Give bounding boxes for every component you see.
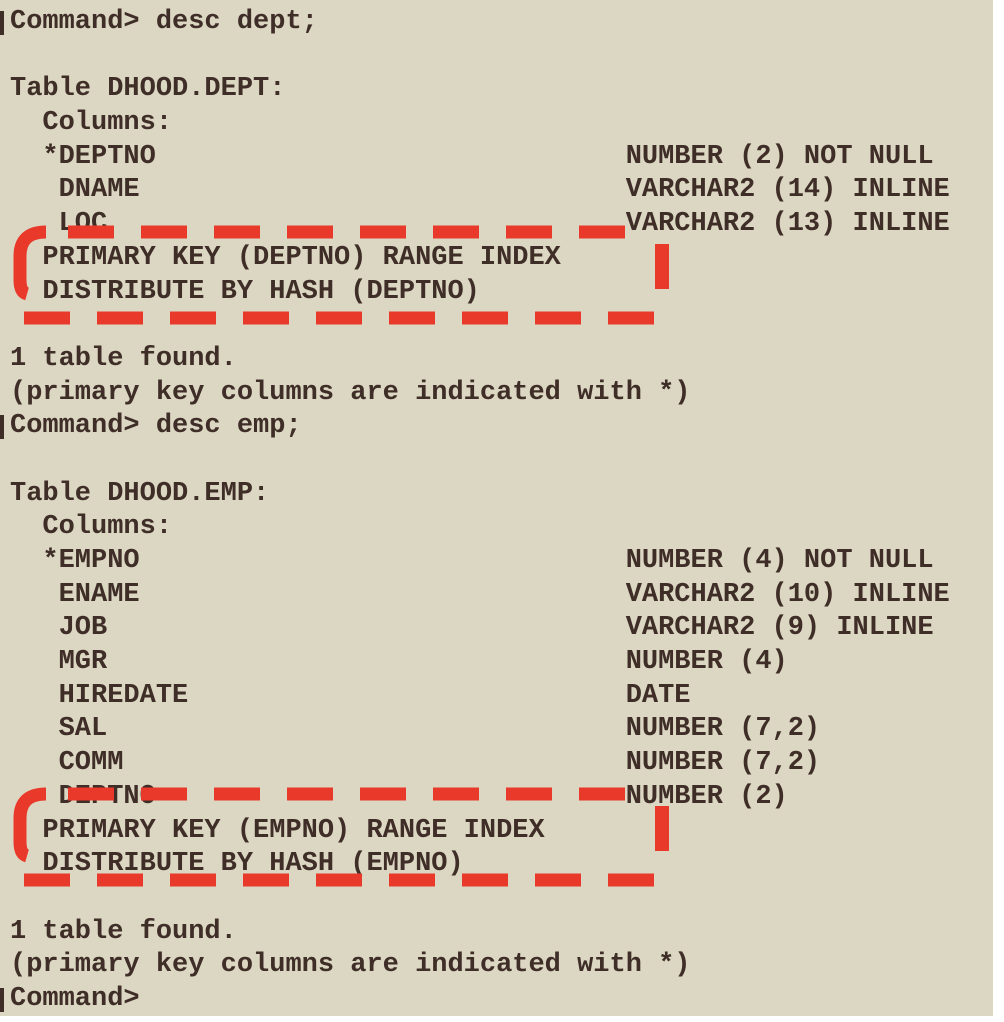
output-line bbox=[10, 444, 993, 478]
cropped-bracket-mark bbox=[0, 415, 4, 440]
output-line: *DEPTNO NUMBER (2) NOT NULL bbox=[10, 141, 934, 172]
prompt-line: Command> desc dept; bbox=[0, 6, 993, 40]
output-line: JOB VARCHAR2 (9) INLINE bbox=[10, 613, 934, 644]
output-line: (primary key columns are indicated with … bbox=[10, 950, 691, 981]
output-line: Columns: bbox=[10, 108, 173, 139]
output-line: (primary key columns are indicated with … bbox=[10, 377, 691, 408]
output-line: Table DHOOD.EMP: bbox=[10, 478, 270, 509]
output-line: DISTRIBUTE BY HASH (EMPNO) bbox=[10, 849, 464, 880]
prompt-line: Command> bbox=[0, 983, 993, 1017]
output-line: *EMPNO NUMBER (4) NOT NULL bbox=[10, 546, 934, 576]
prompt-line: Command> desc emp; bbox=[0, 410, 993, 444]
output-line: HIREDATE DATE bbox=[10, 680, 691, 711]
output-line: PRIMARY KEY (EMPNO) RANGE INDEX bbox=[10, 815, 545, 846]
output-line: 1 table found. bbox=[10, 916, 237, 947]
output-line: DNAME VARCHAR2 (14) INLINE bbox=[10, 175, 950, 206]
cropped-bracket-mark bbox=[0, 11, 4, 35]
output-line: Columns: bbox=[10, 512, 173, 543]
output-line: COMM NUMBER (7,2) bbox=[10, 748, 821, 779]
output-line bbox=[10, 882, 993, 916]
output-line: DISTRIBUTE BY HASH (DEPTNO) bbox=[10, 276, 480, 307]
output-line bbox=[10, 309, 993, 343]
output-line: ENAME VARCHAR2 (10) INLINE bbox=[10, 579, 950, 610]
output-line: MGR NUMBER (4) bbox=[10, 647, 788, 678]
cropped-bracket-mark bbox=[0, 987, 4, 1012]
output-line: DEPTNO NUMBER (2) bbox=[10, 781, 788, 812]
output-line: 1 table found. bbox=[10, 343, 237, 374]
output-line: PRIMARY KEY (DEPTNO) RANGE INDEX bbox=[10, 242, 561, 273]
output-line bbox=[10, 40, 993, 74]
output-line: SAL NUMBER (7,2) bbox=[10, 714, 821, 745]
output-line: LOC VARCHAR2 (13) INLINE bbox=[10, 209, 950, 240]
output-line: Table DHOOD.DEPT: bbox=[10, 74, 286, 105]
